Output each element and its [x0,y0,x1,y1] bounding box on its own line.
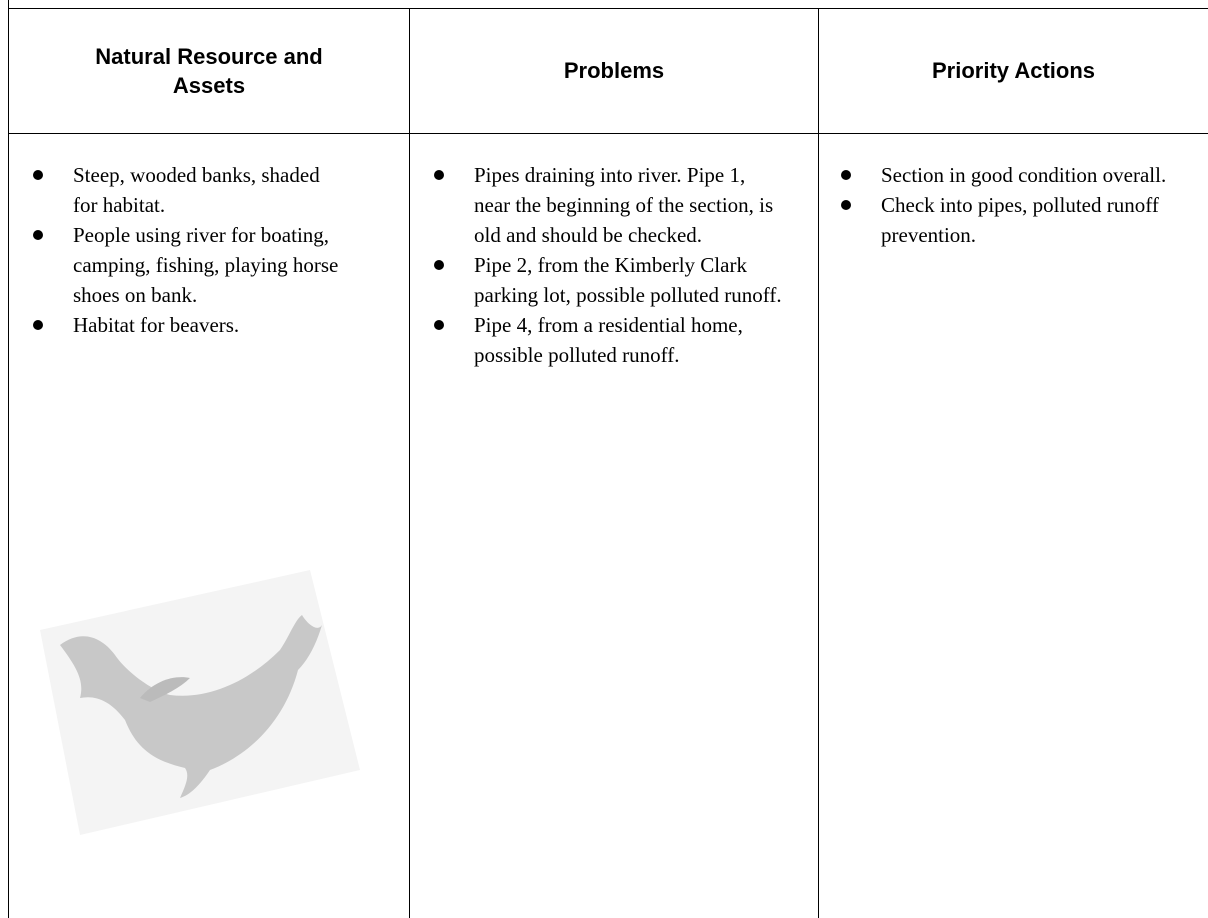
bullet-item: Section in good condition overall. [840,160,1202,190]
border [8,0,9,918]
column-header: Priority Actions [932,58,1095,83]
border [409,8,410,918]
bullet-item: Habitat for beavers. [32,310,342,340]
bullet-item: Check into pipes, polluted runoff preven… [840,190,1202,250]
border [8,8,1208,9]
bullet-item: Pipe 4, from a residential home, possibl… [433,310,785,370]
bullet-item: People using river for boating, camping,… [32,220,342,310]
bullet-list: Pipes draining into river. Pipe 1, near … [433,160,785,370]
bullet-list: Section in good condition overall. Check … [840,160,1202,250]
bullet-item: Pipes draining into river. Pipe 1, near … [433,160,785,250]
bullet-item: Pipe 2, from the Kimberly Clark parking … [433,250,785,310]
column-header: Natural Resource and Assets [95,43,323,98]
border [8,133,1208,134]
column-header: Problems [563,58,665,83]
fish-watermark [40,570,360,835]
bullet-item: Steep, wooded banks, shaded for habitat. [32,160,342,220]
border [818,8,819,918]
bullet-list: Steep, wooded banks, shaded for habitat.… [32,160,342,340]
